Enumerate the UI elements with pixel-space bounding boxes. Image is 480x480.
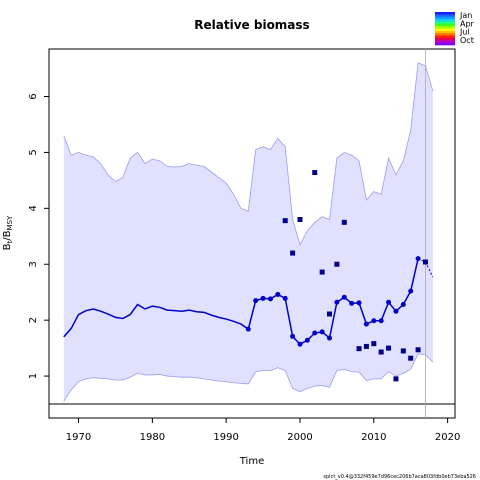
legend-color-swatch — [435, 19, 455, 22]
legend-label: Apr — [460, 19, 475, 28]
observation-point — [415, 347, 421, 353]
observation-point — [356, 346, 362, 352]
estimate-point — [245, 326, 251, 332]
estimate-point — [400, 302, 406, 308]
x-tick-label: 2020 — [435, 432, 460, 443]
observation-point — [422, 259, 428, 265]
legend-color-swatch — [435, 33, 455, 36]
x-tick-label: 1990 — [213, 432, 238, 443]
y-tick-label: 1 — [28, 373, 39, 379]
estimate-point — [386, 299, 392, 305]
plot-frame — [48, 48, 456, 419]
estimate-point — [415, 256, 421, 262]
legend-color-swatch — [435, 28, 455, 32]
legend-label: Oct — [460, 36, 474, 45]
legend-color-swatch — [435, 42, 455, 46]
observation-point — [312, 170, 318, 176]
estimate-point — [253, 298, 259, 304]
legend-label: Jul — [459, 28, 470, 37]
chart-title: Relative biomass — [194, 18, 309, 32]
legend-color-swatch — [435, 26, 455, 29]
observation-point — [282, 218, 288, 224]
estimate-point — [275, 291, 281, 297]
observation-point — [334, 261, 340, 267]
legend-color-swatch — [435, 16, 455, 20]
reference-lines — [49, 49, 455, 418]
legend-color-swatch — [435, 21, 455, 25]
x-tick-label: 2000 — [287, 432, 312, 443]
observation-point — [371, 341, 377, 347]
estimate-point — [363, 321, 369, 327]
estimate-point — [312, 330, 318, 336]
x-tick-label: 1970 — [66, 432, 91, 443]
estimate-point — [304, 337, 310, 343]
y-tick-label: 3 — [28, 261, 39, 267]
estimate-point — [327, 335, 333, 341]
estimate-point — [267, 296, 273, 302]
observation-point — [341, 219, 347, 225]
estimate-point — [371, 318, 377, 324]
legend-color-swatch — [435, 14, 455, 18]
estimate-point — [297, 341, 303, 347]
ci-band-fill — [63, 62, 433, 402]
series-lines — [63, 256, 434, 347]
ci-upper-line — [63, 62, 434, 246]
observation-point — [290, 250, 296, 256]
estimate-point — [356, 300, 362, 306]
estimate-point — [260, 295, 266, 301]
observation-point — [327, 311, 333, 317]
observation-point — [400, 348, 406, 354]
legend-color-swatch — [435, 35, 455, 39]
observation-point — [297, 217, 303, 223]
estimate-point — [290, 333, 296, 339]
x-axis: 1970 1980 1990 2000 2010 2020 — [66, 418, 460, 443]
y-tick-label: 2 — [28, 317, 39, 323]
y-tick-label: 4 — [28, 205, 39, 211]
legend-color-swatch — [435, 30, 455, 34]
y-axis: 1 2 3 4 5 6 — [28, 93, 49, 379]
legend-color-swatch — [435, 37, 455, 41]
ci-lower-line — [63, 353, 434, 402]
estimate-point — [282, 295, 288, 301]
legend-color-swatch — [435, 23, 455, 27]
estimate-point — [378, 318, 384, 324]
estimate-point — [319, 329, 325, 335]
observation-point — [386, 345, 392, 351]
x-axis-label: Time — [239, 456, 264, 467]
observation-point — [363, 343, 369, 349]
observation-point — [319, 269, 325, 275]
y-tick-label: 5 — [28, 149, 39, 155]
estimate-point — [334, 299, 340, 305]
observation-point — [378, 349, 384, 355]
estimate-point — [393, 308, 399, 314]
version-footnote: spict_v0.4@332f459e7d96cec206b7aca803fdb… — [323, 474, 476, 480]
observation-point — [393, 376, 399, 382]
estimate-point — [341, 294, 347, 300]
estimate-point — [408, 288, 414, 294]
observation-points — [282, 170, 428, 382]
y-axis-label: Bt/BMSY — [2, 215, 14, 250]
x-tick-label: 1980 — [140, 432, 165, 443]
legend-color-swatch — [435, 40, 455, 43]
y-tick-label: 6 — [28, 93, 39, 99]
estimate-point — [349, 300, 355, 306]
observation-point — [408, 355, 414, 361]
legend-label: Jan — [459, 11, 472, 20]
legend-color-swatch — [435, 12, 455, 15]
confidence-band — [63, 62, 434, 402]
x-tick-label: 2010 — [361, 432, 386, 443]
